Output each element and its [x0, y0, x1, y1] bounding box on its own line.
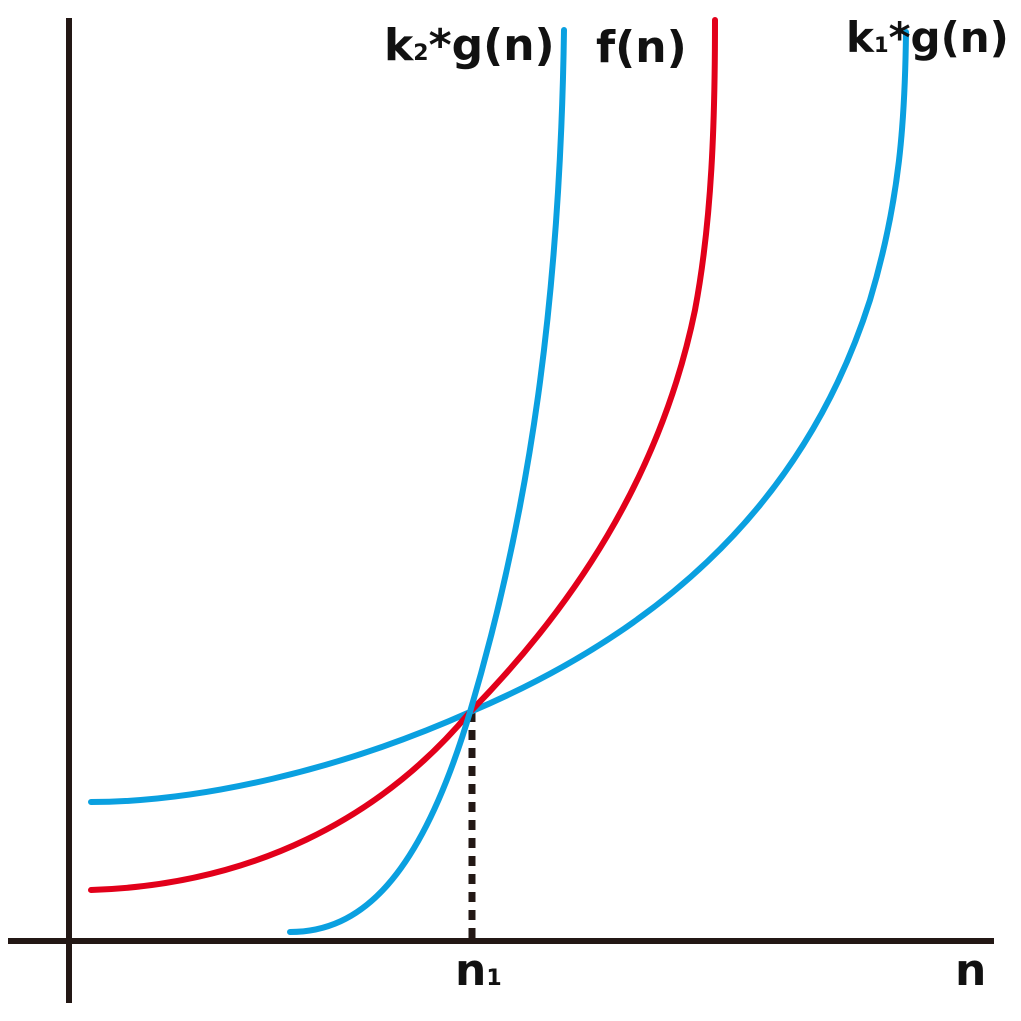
k1-g-n-curve [88, 29, 909, 805]
k2-g-n-curve [287, 27, 567, 935]
x-axis-label: n [955, 945, 986, 996]
k1-g-n-label: k1*g(n) [846, 13, 1009, 62]
n1-tick-label: n1 [455, 945, 502, 996]
k2-g-n-label: k2*g(n) [384, 20, 555, 71]
f-n-label: f(n) [596, 22, 687, 73]
f-n-curve [88, 17, 718, 893]
